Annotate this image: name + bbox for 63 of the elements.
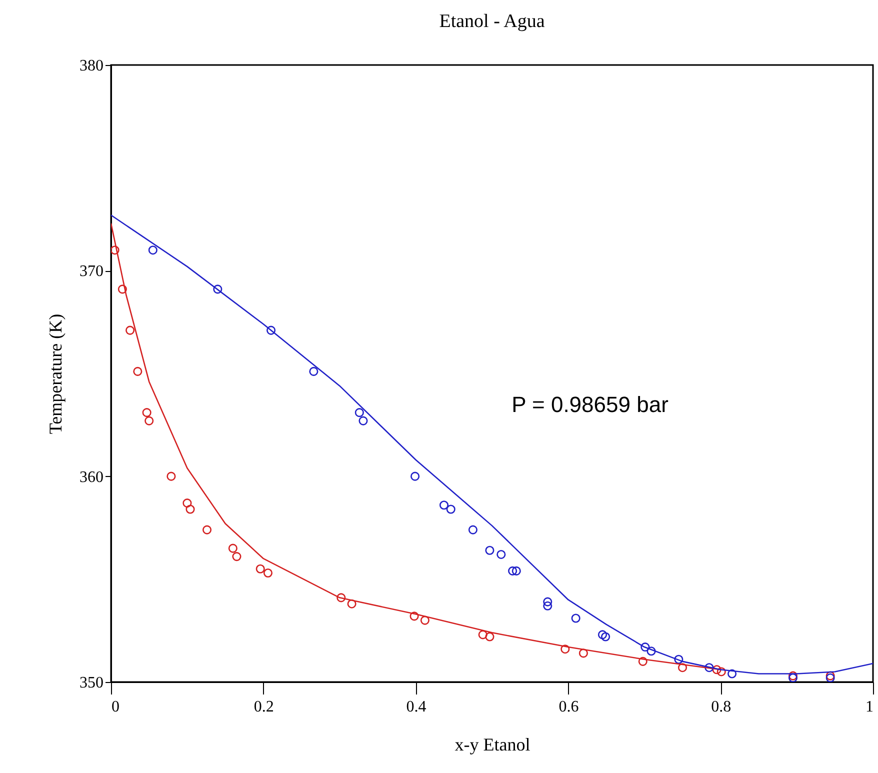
point bbox=[646, 646, 656, 656]
point bbox=[410, 612, 419, 621]
x-tick-label: 0.4 bbox=[406, 698, 426, 716]
y-tick-label: 360 bbox=[80, 468, 104, 486]
point bbox=[704, 663, 714, 672]
point bbox=[142, 408, 152, 418]
point bbox=[410, 472, 420, 481]
point bbox=[358, 416, 368, 426]
point bbox=[213, 284, 222, 294]
point bbox=[478, 630, 488, 640]
point bbox=[446, 504, 456, 514]
point bbox=[508, 566, 518, 576]
point bbox=[439, 500, 449, 510]
x-tick-label: 0 bbox=[112, 698, 120, 716]
point bbox=[578, 648, 588, 658]
point bbox=[144, 416, 154, 426]
point bbox=[309, 366, 318, 376]
point bbox=[640, 642, 650, 652]
point bbox=[118, 284, 127, 294]
x-tick-label: 0.8 bbox=[711, 698, 732, 716]
y-axis-title: Temperature (K) bbox=[46, 314, 66, 434]
point bbox=[716, 667, 726, 676]
point bbox=[728, 669, 737, 678]
annotation: P = 0.98659 bar bbox=[512, 392, 668, 417]
point bbox=[601, 632, 610, 642]
point bbox=[496, 550, 506, 559]
point bbox=[354, 408, 364, 418]
point bbox=[202, 525, 212, 534]
point bbox=[598, 630, 608, 640]
y-tick-label: 370 bbox=[80, 263, 104, 280]
point bbox=[543, 597, 552, 606]
point bbox=[543, 601, 552, 610]
x-tick-label: 0.2 bbox=[254, 698, 274, 716]
point bbox=[638, 656, 648, 666]
point bbox=[182, 498, 192, 508]
point bbox=[512, 566, 521, 576]
x-axis-title: x-y Etanol bbox=[454, 734, 530, 754]
point bbox=[468, 525, 478, 534]
point bbox=[232, 552, 242, 562]
point bbox=[228, 544, 238, 553]
y-tick-label: 380 bbox=[80, 58, 104, 74]
point bbox=[133, 366, 142, 376]
point bbox=[166, 472, 176, 481]
point bbox=[560, 644, 570, 654]
point bbox=[266, 326, 276, 335]
point bbox=[420, 616, 430, 625]
x-tick-label: 0.6 bbox=[558, 698, 579, 716]
point bbox=[126, 326, 135, 335]
point bbox=[263, 568, 272, 578]
point bbox=[347, 599, 356, 608]
point bbox=[485, 546, 494, 555]
point bbox=[674, 654, 684, 664]
point bbox=[678, 663, 688, 672]
point bbox=[186, 504, 195, 514]
chart-title: Etanol - Agua bbox=[439, 11, 546, 32]
point bbox=[148, 246, 158, 255]
point bbox=[336, 593, 346, 602]
point bbox=[571, 614, 580, 623]
x-tick-label: 1 bbox=[866, 698, 874, 716]
y-tick-label: 350 bbox=[80, 674, 104, 692]
point bbox=[256, 564, 265, 574]
point bbox=[111, 246, 120, 255]
point bbox=[485, 632, 494, 642]
